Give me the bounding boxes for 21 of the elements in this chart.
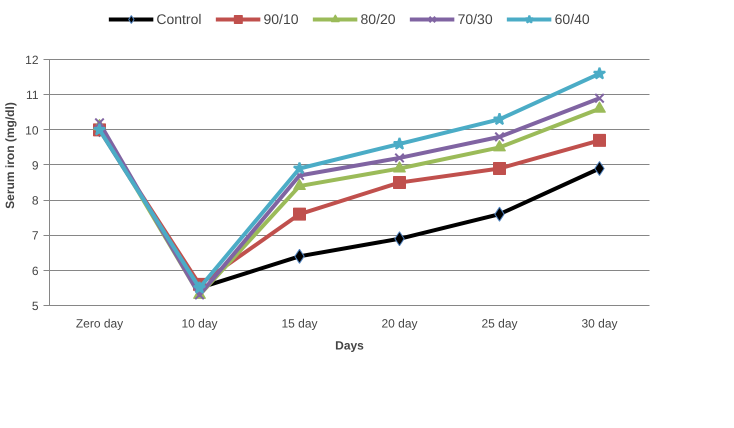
y-tick-label: 12	[25, 53, 39, 68]
y-tick-label: 6	[32, 264, 39, 278]
x-tick-label: 20 day	[381, 316, 418, 330]
legend-label: Control	[156, 11, 202, 27]
x-tick-label: Zero day	[76, 316, 124, 330]
legend-label: 80/20	[360, 11, 396, 27]
legend-label: 70/30	[458, 11, 493, 27]
x-tick-label: 25 day	[481, 316, 518, 330]
x-tick-label: 10 day	[181, 316, 218, 330]
y-tick-label: 11	[26, 88, 39, 102]
y-tick-label: 5	[32, 299, 39, 313]
x-tick-label: 15 day	[281, 316, 318, 330]
y-tick-label: 7	[32, 228, 39, 243]
y-axis-title: Serum iron (mg/dl)	[3, 102, 18, 209]
y-tick-label: 9	[32, 158, 39, 172]
x-tick-label: 30 day	[581, 316, 618, 330]
legend-label: 90/10	[263, 11, 299, 27]
legend-label: 60/40	[554, 11, 590, 27]
x-axis-title: Days	[335, 338, 364, 352]
y-tick-label: 8	[32, 194, 39, 208]
y-tick-label: 10	[25, 123, 39, 138]
